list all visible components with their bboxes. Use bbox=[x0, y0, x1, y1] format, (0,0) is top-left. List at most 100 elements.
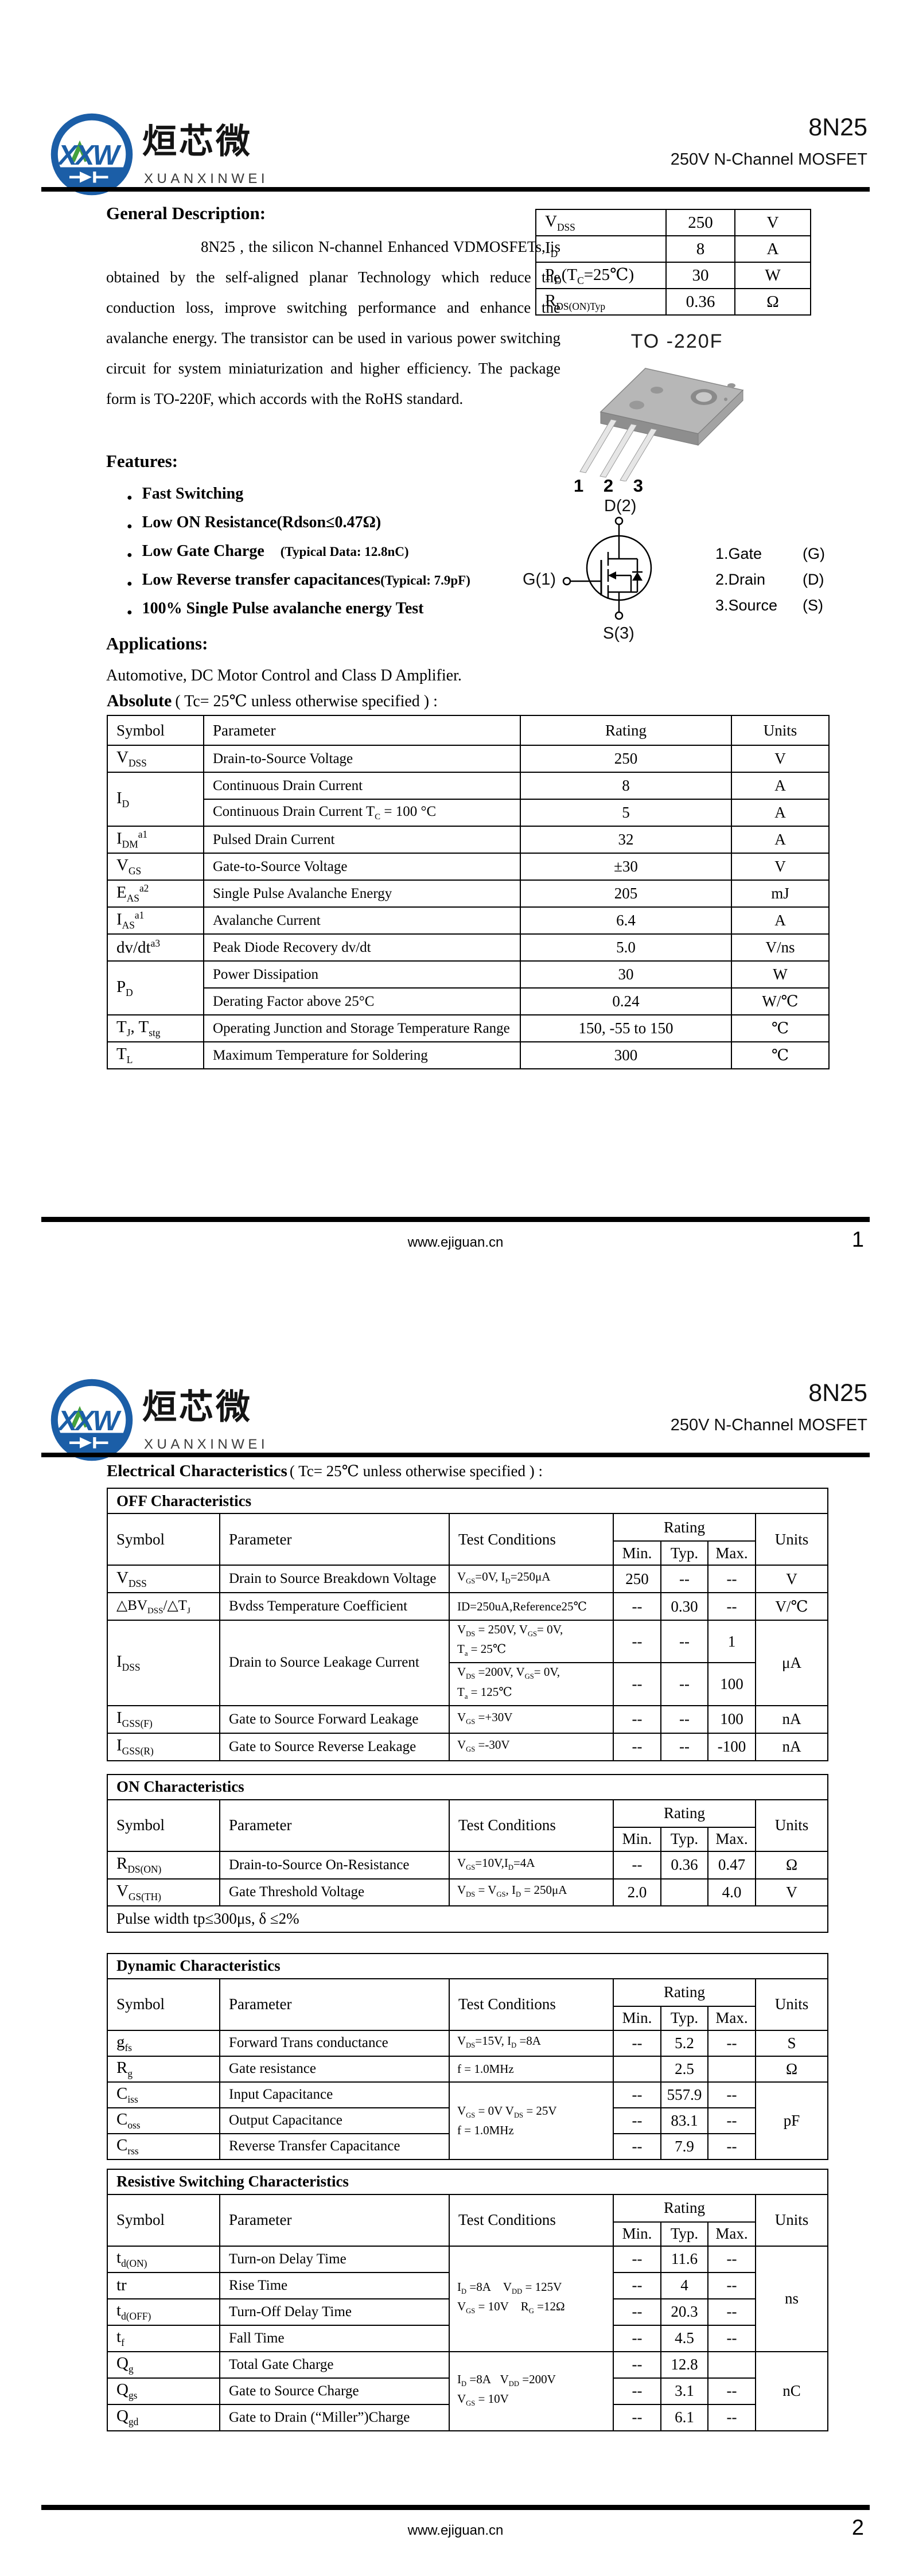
feature-item: ● Low Gate Charge (Typical Data: 12.8nC) bbox=[106, 543, 560, 571]
table-cell: Parameter bbox=[203, 715, 521, 746]
table-cell: -- bbox=[660, 1705, 708, 1734]
table-cell: Avalanche Current bbox=[203, 906, 521, 935]
table-cell: Resistive Switching Characteristics bbox=[106, 2168, 829, 2195]
table-cell: -- bbox=[707, 2403, 756, 2431]
table-cell: OFF Characteristics bbox=[106, 1488, 829, 1514]
table-cell: VGS(TH) bbox=[107, 1878, 220, 1906]
table-cell: A bbox=[731, 799, 830, 827]
table-cell: -- bbox=[660, 1732, 708, 1761]
table-cell: -- bbox=[707, 2081, 756, 2108]
table-cell: Typ. bbox=[660, 2005, 708, 2031]
table-cell: 7.9 bbox=[660, 2133, 708, 2160]
table-cell: IDSS bbox=[107, 1620, 220, 1706]
table-cell: Parameter bbox=[219, 2193, 450, 2247]
table-cell: Power Dissipation bbox=[203, 960, 521, 989]
absolute-title-cond: ( Tc= 25℃ unless otherwise specified ) : bbox=[175, 692, 438, 710]
applications-text: Automotive, DC Motor Control and Class D… bbox=[106, 667, 462, 684]
absolute-title-bold: Absolute bbox=[107, 691, 172, 710]
table-cell: -- bbox=[613, 2298, 661, 2326]
page-2: XXW 烜芯微 XUANXINWEI 8N25 250V N-Channel M… bbox=[0, 1288, 911, 2576]
table-cell: 12.8 bbox=[660, 2351, 708, 2379]
table-cell: Units bbox=[755, 1799, 828, 1852]
table-cell: 3.1 bbox=[660, 2377, 708, 2405]
table-cell: -- bbox=[613, 1619, 661, 1664]
table-cell: A bbox=[734, 235, 811, 263]
on-characteristics-table: ON Characteristics Symbol Parameter Test Co… bbox=[107, 1773, 828, 1933]
table-cell: V bbox=[731, 745, 830, 773]
bullet-icon: ● bbox=[127, 550, 133, 560]
table-cell: W bbox=[734, 262, 811, 289]
table-cell bbox=[707, 2351, 756, 2379]
table-cell: Typ. bbox=[660, 1826, 708, 1852]
table-cell: Forward Trans conductance bbox=[219, 2029, 450, 2057]
table-cell: td(ON) bbox=[107, 2245, 220, 2273]
table-cell: A bbox=[731, 906, 830, 935]
table-cell: -- bbox=[613, 2133, 661, 2160]
table-cell: VGS =+30V bbox=[449, 1705, 614, 1734]
table-cell: ON Characteristics bbox=[107, 1773, 828, 1800]
table-cell: △BVDSS/△TJ bbox=[107, 1592, 220, 1621]
table-cell: 100 bbox=[707, 1662, 756, 1706]
absolute-ratings-title: Absolute( Tc= 25℃ unless otherwise speci… bbox=[107, 691, 438, 711]
table-cell: Test Conditions bbox=[449, 1513, 614, 1566]
table-cell: ID bbox=[107, 772, 204, 827]
table-cell: td(OFF) bbox=[107, 2298, 220, 2326]
bullet-icon: ● bbox=[127, 608, 133, 617]
table-cell: Operating Junction and Storage Temperatu… bbox=[203, 1014, 521, 1042]
table-cell: VDS =200V, VGS= 0V, Ta = 125℃ bbox=[449, 1662, 614, 1706]
table-cell: -- bbox=[613, 2029, 661, 2057]
footer-url: www.ejiguan.cn bbox=[407, 1235, 504, 1250]
company-logo-icon: XXW bbox=[50, 113, 133, 196]
resistive-switching-table: Resistive Switching Characteristics Symbo… bbox=[106, 2168, 829, 2431]
table-cell: -- bbox=[613, 2271, 661, 2299]
table-cell: -- bbox=[613, 2403, 661, 2431]
table-cell: 2.0 bbox=[613, 1878, 661, 1906]
table-cell: 6.1 bbox=[660, 2403, 708, 2431]
feature-item: ● Fast Switching bbox=[106, 485, 560, 514]
table-cell: TJ, Tstg bbox=[107, 1014, 204, 1042]
brand-name-en: XUANXINWEI bbox=[144, 171, 269, 186]
table-cell: Maximum Temperature for Soldering bbox=[203, 1041, 521, 1069]
footer-page-number: 2 bbox=[851, 2516, 864, 2540]
table-cell: gfs bbox=[107, 2029, 220, 2057]
table-cell: 5 bbox=[520, 799, 732, 827]
table-cell: Symbol bbox=[107, 1513, 220, 1566]
table-cell: Symbol bbox=[107, 1978, 220, 2031]
table-cell: 0.36 bbox=[665, 288, 735, 316]
table-cell: 5.2 bbox=[660, 2029, 708, 2057]
table-cell: Test Conditions bbox=[449, 2193, 614, 2247]
table-cell: V/℃ bbox=[754, 1592, 829, 1621]
table-cell: Parameter bbox=[219, 1513, 450, 1566]
table-cell: nA bbox=[754, 1732, 829, 1761]
brand-name-cn: 烜芯微 bbox=[142, 122, 252, 161]
table-cell: -- bbox=[613, 2245, 661, 2273]
table-cell: Rating bbox=[613, 1978, 756, 2007]
table-cell: A bbox=[731, 826, 830, 854]
table-cell: -- bbox=[707, 2324, 756, 2352]
legend-symbol: (D) bbox=[803, 571, 824, 588]
table-cell: 8 bbox=[520, 772, 732, 800]
table-cell: Pulsed Drain Current bbox=[203, 826, 521, 854]
table-cell: Rating bbox=[613, 1513, 756, 1542]
table-cell: 4.0 bbox=[707, 1878, 756, 1906]
table-cell: Qgs bbox=[107, 2377, 220, 2405]
table-cell: 0.24 bbox=[520, 987, 732, 1015]
table-cell: -- bbox=[613, 2107, 661, 2134]
table-cell: V bbox=[731, 853, 830, 881]
table-cell: VDSS bbox=[535, 209, 667, 236]
legend-row: 2.Drain (D) bbox=[715, 571, 825, 597]
table-cell: Gate Threshold Voltage bbox=[219, 1878, 450, 1906]
feature-text: 100% Single Pulse avalanche energy Test bbox=[142, 600, 424, 617]
table-cell: V bbox=[754, 1565, 829, 1593]
table-cell: 2.5 bbox=[660, 2055, 708, 2083]
footer-url: www.ejiguan.cn bbox=[407, 2523, 504, 2538]
table-cell: -- bbox=[613, 1850, 661, 1880]
bullet-icon: ● bbox=[127, 579, 133, 589]
general-description-title: General Description: bbox=[106, 203, 266, 223]
table-cell: RDS(ON)Typ bbox=[535, 288, 667, 316]
table-cell: pF bbox=[755, 2081, 828, 2160]
table-cell: Max. bbox=[707, 2221, 756, 2247]
table-cell: Rating bbox=[520, 715, 732, 746]
feature-text: Low Gate Charge (Typical Data: 12.8nC) bbox=[142, 542, 409, 560]
table-cell: Min. bbox=[613, 1540, 661, 1566]
